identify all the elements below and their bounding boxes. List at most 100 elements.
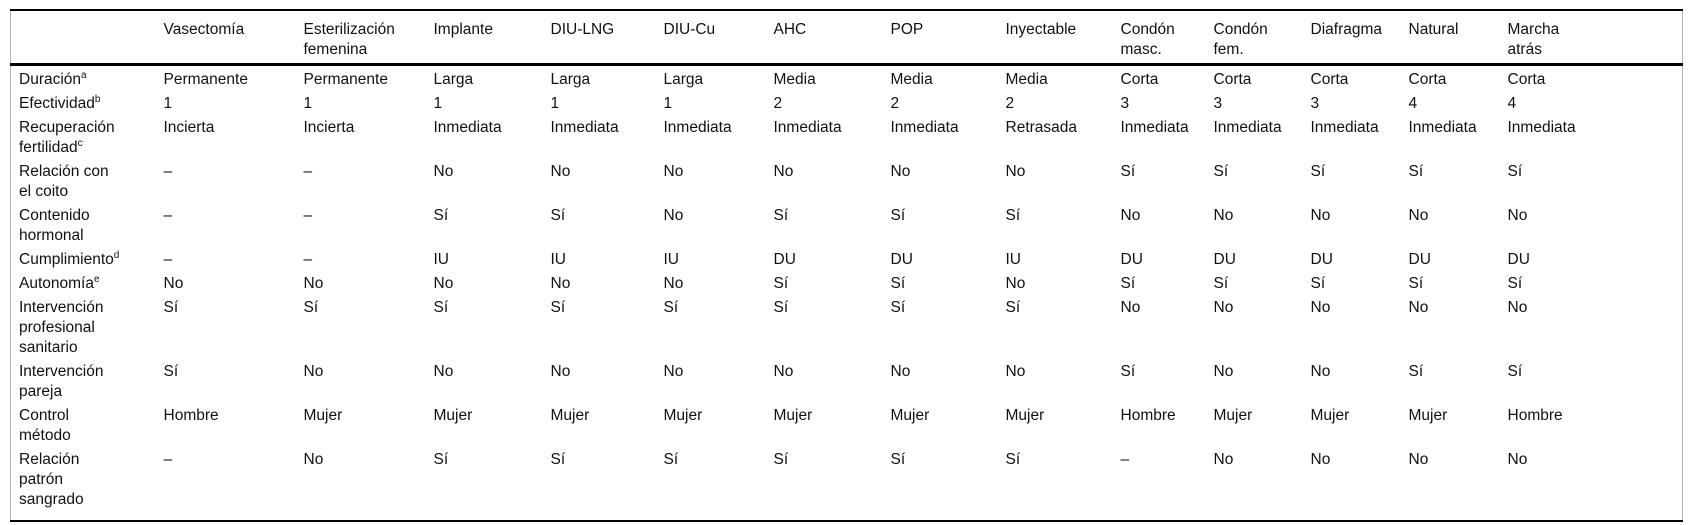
table-cell: No: [163, 275, 184, 292]
table-cell: No: [663, 275, 684, 292]
table-cell: 2: [890, 95, 900, 112]
table-cell: Inmediata: [663, 119, 732, 136]
table-cell: No: [1507, 299, 1528, 316]
column-header: AHC: [765, 10, 883, 66]
table-cell: Sí: [890, 207, 906, 224]
row-label: Control método: [11, 404, 156, 448]
table-cell: Mujer: [433, 407, 473, 424]
table-cell: Media: [1005, 71, 1048, 88]
table-cell: No: [550, 275, 571, 292]
table-cell: Sí: [773, 275, 789, 292]
table-cell: Mujer: [1005, 407, 1045, 424]
table-cell: Permanente: [303, 71, 388, 88]
table-row: Intervención profesional sanitario Sí Sí Sí…: [11, 296, 1683, 360]
row-label-text: Duración: [19, 71, 82, 88]
table-cell: Sí: [1310, 275, 1326, 292]
table-row: Efectividadb 1 1 1 1 1 2 2 2 3 3 3 4 4: [11, 92, 1683, 116]
table-cell: 2: [1005, 95, 1015, 112]
header-row: Vasectomía Esterilización femenina Implant…: [10, 10, 1683, 66]
table-cell: Sí: [163, 299, 179, 316]
table-cell: Sí: [1120, 275, 1136, 292]
row-label-text: Recuperación fertilidad: [19, 119, 115, 156]
table-cell: DU: [1310, 251, 1333, 268]
table-cell: No: [1408, 451, 1429, 468]
column-header: Esterilización femenina: [295, 10, 426, 66]
table-cell: Sí: [1408, 363, 1424, 380]
table-cell: No: [1120, 299, 1141, 316]
table-cell: Mujer: [550, 407, 590, 424]
table-cell: Mujer: [663, 407, 703, 424]
table-cell: Sí: [773, 451, 789, 468]
table-cell: Inmediata: [550, 119, 619, 136]
column-header: Condón fem.: [1205, 10, 1303, 66]
table-cell: No: [663, 363, 684, 380]
contraceptive-methods-comparison-table: Vasectomía Esterilización femenina Implant…: [10, 9, 1683, 522]
table-cell: Corta: [1120, 71, 1159, 88]
table-cell: DU: [1408, 251, 1431, 268]
table-header: Vasectomía Esterilización femenina Implant…: [10, 10, 1683, 66]
table-cell: Retrasada: [1005, 119, 1078, 136]
column-header: Inyectable: [997, 10, 1113, 66]
table-cell: Sí: [303, 299, 319, 316]
row-label-text: Contenido hormonal: [19, 207, 90, 244]
table-cell: Sí: [773, 299, 789, 316]
row-label-text: Relación patrón sangrado: [19, 451, 84, 508]
column-header: DIU-Cu: [655, 10, 766, 66]
table-cell: Sí: [1005, 451, 1021, 468]
table-cell: IU: [550, 251, 567, 268]
contraceptive-methods-table-wrapper: Vasectomía Esterilización femenina Implant…: [10, 9, 1683, 522]
table-cell: No: [303, 363, 324, 380]
table-cell: No: [773, 163, 794, 180]
row-label-text: Efectividad: [19, 95, 95, 112]
table-cell: No: [890, 363, 911, 380]
table-cell: Sí: [433, 451, 449, 468]
table-row: Autonomíae No No No No No Sí Sí No Sí Sí Sí Sí Sí: [11, 272, 1683, 296]
table-cell: –: [163, 451, 173, 468]
table-cell: Sí: [433, 299, 449, 316]
table-cell: No: [1408, 299, 1429, 316]
table-cell: –: [163, 251, 173, 268]
table-cell: No: [1310, 299, 1331, 316]
table-cell: Incierta: [303, 119, 355, 136]
table-row: Relación con el coito – – No No No No No No Sí Sí S…: [11, 160, 1683, 204]
table-cell: Sí: [550, 207, 566, 224]
table-cell: No: [1213, 363, 1234, 380]
corner-header-cell: [10, 10, 156, 66]
table-cell: 1: [433, 95, 443, 112]
table-cell: Mujer: [1213, 407, 1253, 424]
table-row: Duracióna Permanente Permanente Larga Larga L…: [11, 65, 1683, 93]
table-cell: Sí: [663, 299, 679, 316]
column-header: Marcha atrás: [1499, 10, 1683, 66]
table-cell: No: [773, 363, 794, 380]
column-header: Natural: [1400, 10, 1500, 66]
table-cell: No: [1310, 451, 1331, 468]
table-cell: No: [550, 163, 571, 180]
table-row: Control método Hombre Mujer Mujer Mujer Mujer…: [11, 404, 1683, 448]
table-cell: IU: [1005, 251, 1022, 268]
footnote-marker: b: [94, 93, 101, 105]
table-cell: 1: [303, 95, 313, 112]
table-cell: No: [663, 163, 684, 180]
row-label: Intervención pareja: [11, 360, 156, 404]
table-row: Relación patrón sangrado – No Sí Sí Sí Sí Sí Sí –…: [11, 448, 1683, 521]
table-cell: Sí: [890, 275, 906, 292]
table-cell: Inmediata: [433, 119, 502, 136]
footnote-marker: e: [93, 273, 100, 285]
table-cell: 4: [1507, 95, 1517, 112]
table-cell: IU: [663, 251, 680, 268]
table-cell: Inmediata: [1507, 119, 1576, 136]
table-cell: No: [1005, 363, 1026, 380]
column-header: DIU-LNG: [542, 10, 656, 66]
row-label: Efectividadb: [11, 92, 156, 116]
table-cell: Inmediata: [1120, 119, 1189, 136]
row-label: Cumplimientod: [11, 248, 156, 272]
table-cell: Inmediata: [773, 119, 842, 136]
row-label-text: Intervención pareja: [19, 363, 104, 400]
table-cell: –: [303, 207, 313, 224]
table-cell: 3: [1120, 95, 1130, 112]
table-cell: Sí: [1005, 207, 1021, 224]
table-cell: Inmediata: [1310, 119, 1379, 136]
table-cell: Hombre: [163, 407, 219, 424]
table-cell: No: [1310, 207, 1331, 224]
table-cell: Corta: [1408, 71, 1447, 88]
